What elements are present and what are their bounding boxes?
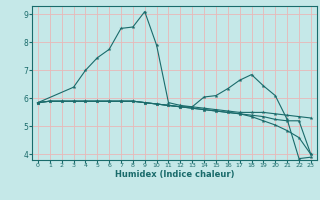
X-axis label: Humidex (Indice chaleur): Humidex (Indice chaleur) <box>115 170 234 179</box>
